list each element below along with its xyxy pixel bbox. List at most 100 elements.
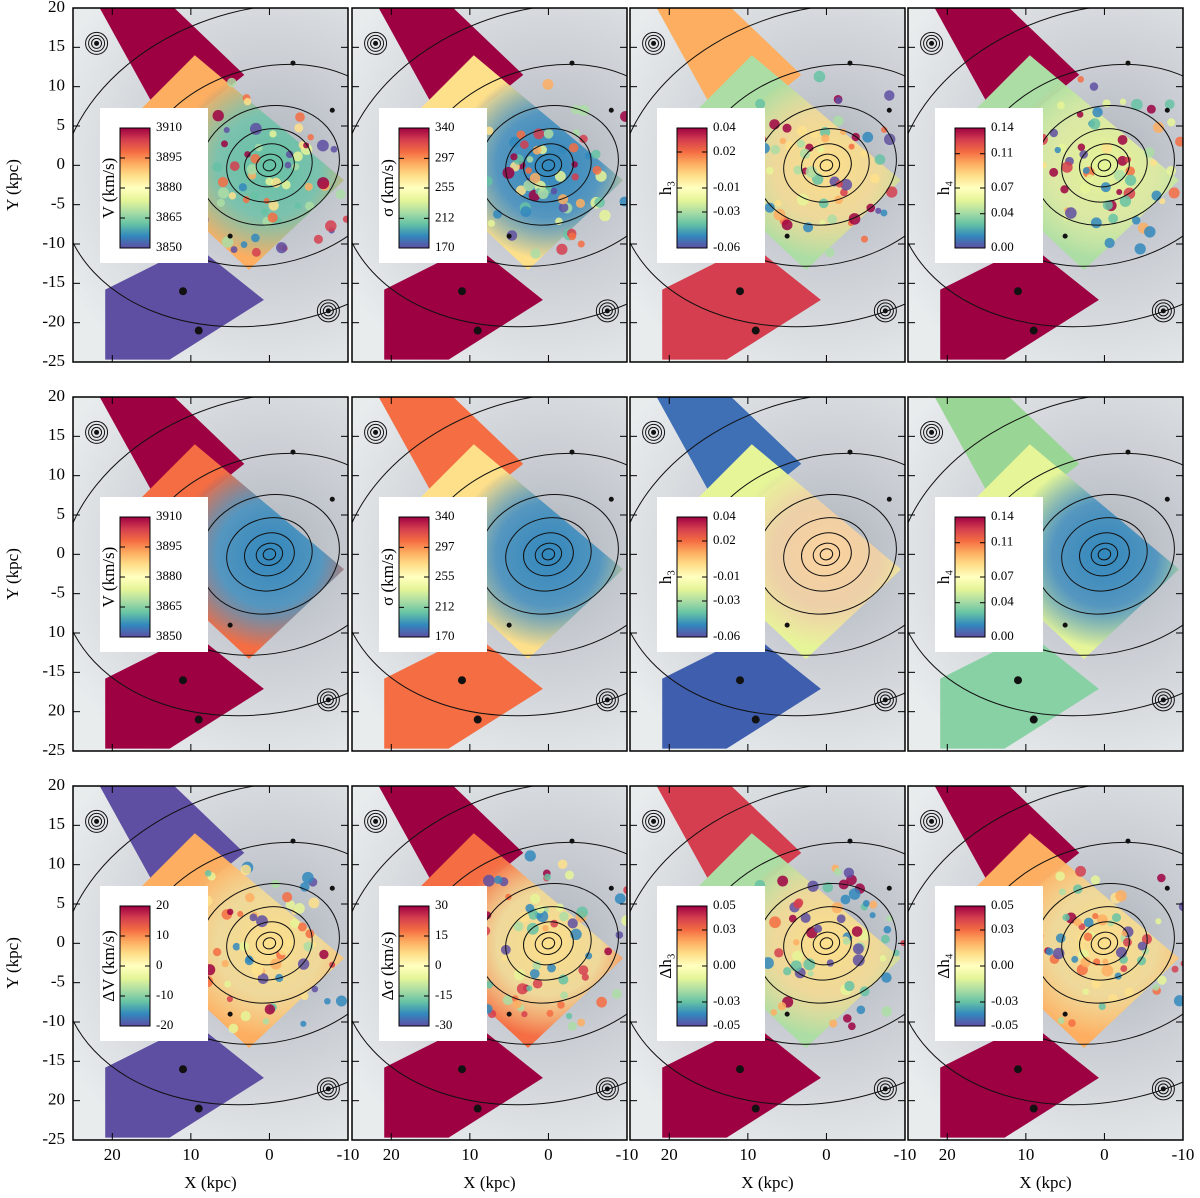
bin-cell [774, 199, 782, 207]
isophote [262, 548, 277, 561]
y-tick-label: -20 [42, 312, 65, 331]
bin-cell [529, 172, 541, 184]
bin-cell [278, 946, 288, 956]
bin-cell [521, 1011, 528, 1018]
x-axis-label: X (kpc) [184, 1173, 236, 1192]
y-tick-label: -10 [42, 1011, 65, 1030]
bin-cell [557, 1001, 565, 1009]
y-tick-label: 20 [48, 386, 65, 405]
bin-cell [485, 126, 494, 136]
colorbar-label: V (km/s) [99, 547, 118, 608]
bin-cell [1055, 871, 1065, 881]
bin-cell [285, 150, 294, 159]
bin-cell [1153, 121, 1165, 133]
bin-cell [1082, 988, 1090, 995]
bin-cell [221, 236, 234, 248]
bin-cell [1111, 913, 1121, 923]
star-contour [85, 809, 109, 833]
isophote [1061, 906, 1148, 981]
star-contour [85, 31, 109, 55]
bin-cell [829, 1019, 838, 1028]
x-tick-label: -10 [894, 1145, 917, 1164]
bin-cell [227, 77, 237, 88]
bin-cell [243, 97, 252, 106]
colorbar-tick-label: 0.07 [991, 179, 1014, 194]
star [784, 233, 790, 239]
colorbar-tick-label: 0.00 [991, 628, 1014, 643]
isophote [783, 517, 870, 592]
bin-cell [294, 903, 305, 914]
bin-cell [1124, 174, 1137, 186]
bin-cell [335, 995, 347, 1007]
colorbar-box [935, 108, 1043, 263]
bin-cell [604, 947, 613, 956]
colorbar-tick-label: 212 [435, 209, 455, 224]
bin-cell [836, 914, 846, 924]
colorbar-tick-label: -20 [156, 1017, 173, 1032]
isophote [819, 548, 834, 561]
star-contour [316, 1077, 340, 1101]
bin-cell [1168, 187, 1180, 199]
bin-cell [221, 140, 228, 148]
star [325, 308, 331, 314]
bin-cell [848, 888, 861, 900]
bin-cell [532, 978, 543, 989]
isophote [505, 517, 592, 592]
isophote [812, 542, 841, 567]
bin-cell [262, 1018, 270, 1025]
bin-cell [260, 208, 269, 216]
bin-cell [324, 997, 331, 1005]
footprint-bottom [384, 633, 543, 749]
star [736, 1065, 744, 1074]
bin-cell [1167, 118, 1176, 127]
bin-cell [843, 867, 855, 878]
footprint-bottom [384, 1022, 543, 1138]
bin-cell [1123, 937, 1132, 947]
bin-cell [224, 980, 232, 988]
bin-cell [1185, 116, 1196, 127]
bin-cell [250, 191, 259, 200]
bin-cell [577, 1018, 586, 1027]
bin-cell [487, 219, 495, 227]
star [1029, 326, 1038, 335]
star [651, 818, 657, 824]
colorbar-tick-label: 0.04 [991, 594, 1014, 609]
colorbar-tick-label: 3910 [156, 508, 182, 523]
colorbar-tick-label: -15 [435, 987, 452, 1002]
bin-cell [494, 875, 503, 884]
bin-cell [881, 1006, 892, 1017]
bin-cell [513, 969, 526, 981]
bin-cell [579, 134, 588, 144]
colorbar-tick-label: 255 [435, 179, 455, 194]
isophote [1061, 128, 1148, 203]
bin-cell [599, 209, 611, 222]
bin-cell [1159, 198, 1166, 205]
colorbar-tick-label: 340 [435, 119, 455, 134]
y-tick-label: -15 [42, 661, 65, 680]
bin-cell [265, 177, 274, 186]
y-tick-label: 5 [57, 504, 66, 523]
star [751, 326, 760, 335]
bin-cell [1056, 101, 1065, 110]
isophote [908, 786, 1183, 1106]
colorbar-tick-label: 0.00 [713, 957, 736, 972]
bin-cell [799, 148, 811, 159]
bin-cell [249, 913, 258, 922]
y-tick-label: 5 [57, 115, 66, 134]
y-tick-label: 10 [48, 465, 65, 484]
footprint-bottom [662, 633, 821, 749]
bin-cell [1125, 166, 1135, 176]
star-contour [367, 423, 385, 441]
bin-cell [510, 153, 518, 161]
colorbar-box [379, 497, 487, 652]
colorbar-tick-label: 0.03 [991, 921, 1014, 936]
bin-cell [229, 161, 240, 171]
star [882, 697, 888, 703]
star [882, 308, 888, 314]
star-contour [1157, 694, 1169, 706]
star [506, 233, 512, 239]
star [1164, 885, 1170, 891]
colorbar-tick-label: 0.07 [991, 568, 1014, 583]
bin-cell [536, 910, 549, 923]
bin-cell [244, 956, 254, 966]
